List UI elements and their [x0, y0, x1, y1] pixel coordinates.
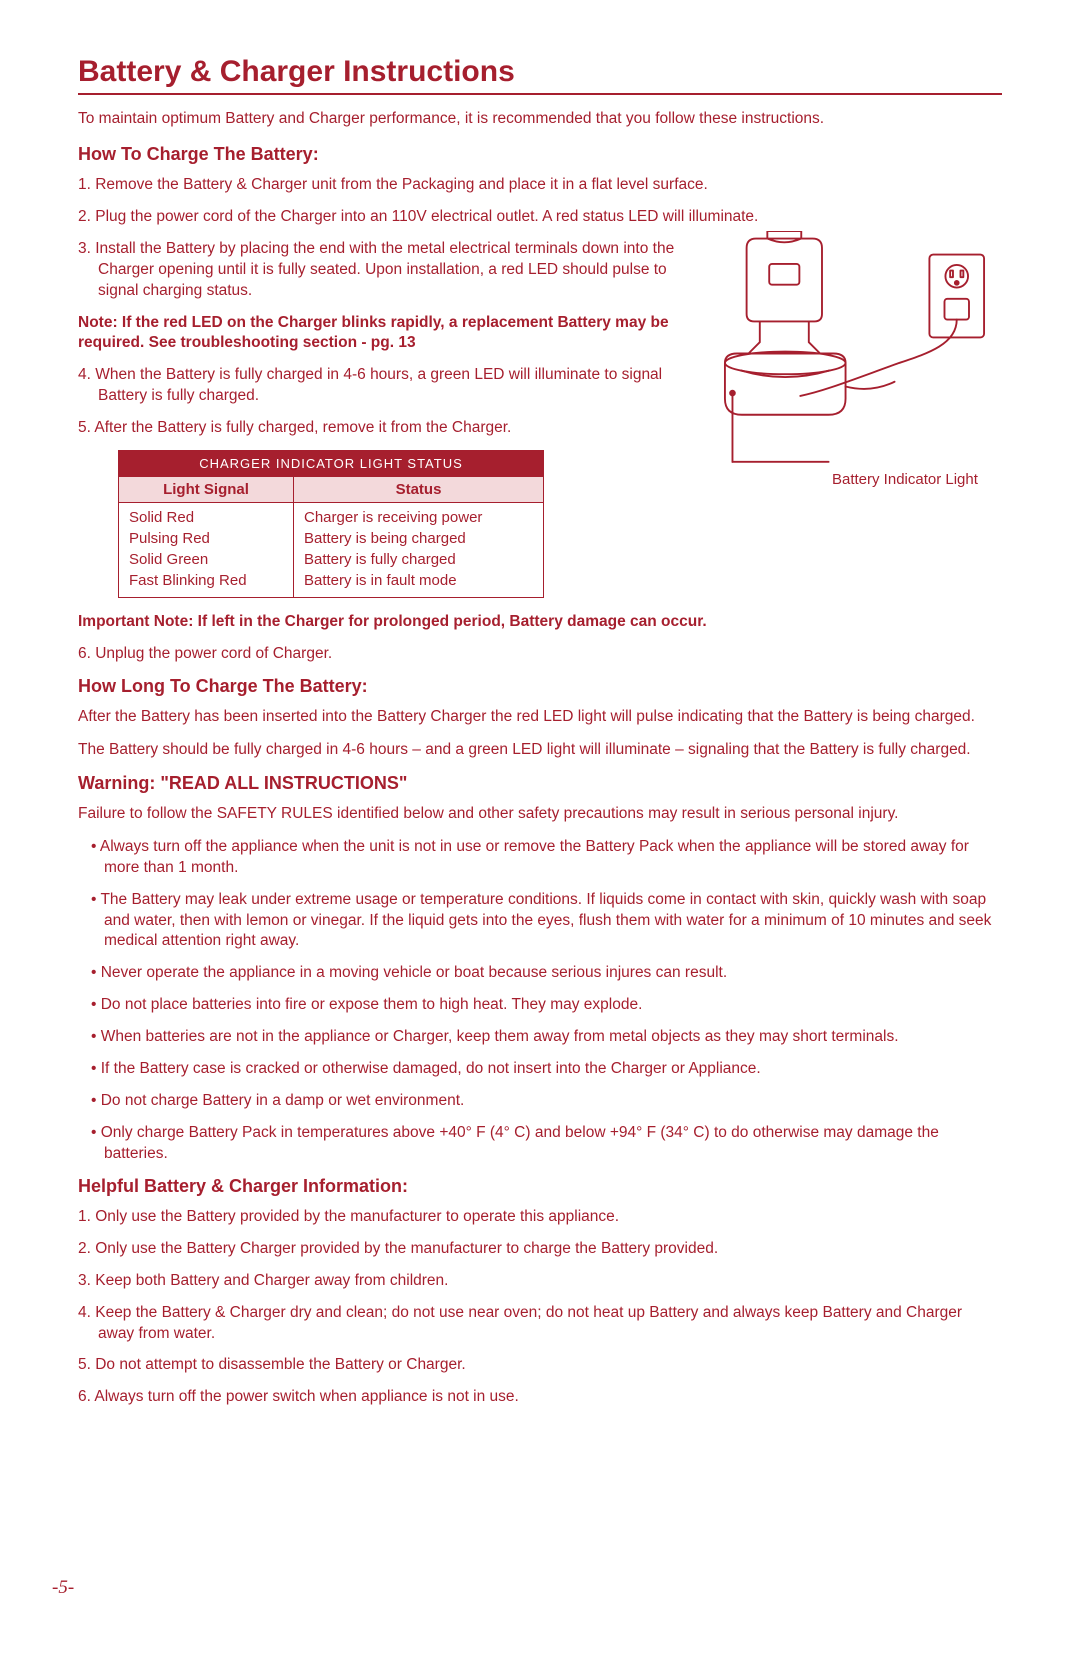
bullet-item: The Battery may leak under extreme usage… — [78, 890, 1002, 953]
section3-heading: Warning: "READ ALL INSTRUCTIONS" — [78, 773, 1002, 794]
list-item: 2. Only use the Battery Charger provided… — [78, 1239, 1002, 1260]
section2-p2: The Battery should be fully charged in 4… — [78, 740, 1002, 761]
section1-list-cont: 3. Install the Battery by placing the en… — [78, 239, 688, 302]
indicator-table: CHARGER INDICATOR LIGHT STATUS Light Sig… — [118, 450, 544, 598]
section2-p1: After the Battery has been inserted into… — [78, 707, 1002, 728]
bullet-item: Do not charge Battery in a damp or wet e… — [78, 1091, 1002, 1112]
section1-list-cont2: 4. When the Battery is fully charged in … — [78, 365, 688, 439]
intro-text: To maintain optimum Battery and Charger … — [78, 109, 1002, 130]
warning-bullets: Always turn off the appliance when the u… — [78, 837, 1002, 1165]
list-item: 5. After the Battery is fully charged, r… — [78, 418, 688, 439]
section4-list: 1. Only use the Battery provided by the … — [78, 1207, 1002, 1408]
table-title: CHARGER INDICATOR LIGHT STATUS — [119, 451, 544, 477]
section1-list: 1. Remove the Battery & Charger unit fro… — [78, 175, 1002, 228]
list-item: 6. Always turn off the power switch when… — [78, 1387, 1002, 1408]
section2-heading: How Long To Charge The Battery: — [78, 676, 1002, 697]
table-cell: Solid Red Pulsing Red Solid Green Fast B… — [119, 503, 294, 598]
section3-intro: Failure to follow the SAFETY RULES ident… — [78, 804, 1002, 825]
bullet-item: Do not place batteries into fire or expo… — [78, 995, 1002, 1016]
table-cell: Charger is receiving power Battery is be… — [294, 503, 544, 598]
page-title: Battery & Charger Instructions — [78, 55, 1002, 95]
charger-diagram: Battery Indicator Light — [702, 231, 1007, 481]
list-item: 3. Keep both Battery and Charger away fr… — [78, 1271, 1002, 1292]
list-item: 1. Remove the Battery & Charger unit fro… — [78, 175, 1002, 196]
bullet-item: Always turn off the appliance when the u… — [78, 837, 1002, 879]
list-item: 5. Do not attempt to disassemble the Bat… — [78, 1355, 1002, 1376]
list-item: 4. When the Battery is fully charged in … — [78, 365, 688, 407]
section1-heading: How To Charge The Battery: — [78, 144, 1002, 165]
list-item: 1. Only use the Battery provided by the … — [78, 1207, 1002, 1228]
diagram-label: Battery Indicator Light — [832, 471, 978, 488]
bullet-item: Never operate the appliance in a moving … — [78, 963, 1002, 984]
list-item: 4. Keep the Battery & Charger dry and cl… — [78, 1303, 1002, 1345]
bullet-item: When batteries are not in the appliance … — [78, 1027, 1002, 1048]
list-item: 3. Install the Battery by placing the en… — [78, 239, 688, 302]
list-item: 6. Unplug the power cord of Charger. — [78, 644, 1002, 665]
bullet-item: If the Battery case is cracked or otherw… — [78, 1059, 1002, 1080]
important-note: Important Note: If left in the Charger f… — [78, 612, 1002, 633]
bullet-item: Only charge Battery Pack in temperatures… — [78, 1123, 1002, 1165]
list-item: 2. Plug the power cord of the Charger in… — [78, 207, 1002, 228]
table-col-signal: Light Signal — [119, 477, 294, 503]
table-col-status: Status — [294, 477, 544, 503]
section4-heading: Helpful Battery & Charger Information: — [78, 1176, 1002, 1197]
page-number: -5- — [52, 1577, 74, 1599]
section1-note: Note: If the red LED on the Charger blin… — [78, 313, 688, 355]
